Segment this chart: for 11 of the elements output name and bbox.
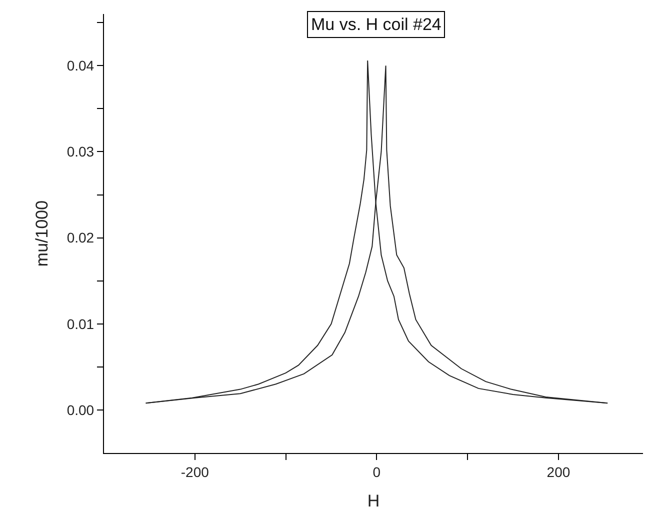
y-tick-label: 0.03 — [66, 144, 94, 160]
x-tick-label: 200 — [546, 464, 570, 480]
y-axis-title: mu/1000 — [32, 200, 52, 267]
x-tick-label: 0 — [372, 464, 381, 480]
y-tick-label: 0.02 — [66, 230, 94, 246]
y-tick-label: 0.01 — [66, 316, 94, 332]
x-tick-label: -200 — [180, 464, 210, 480]
y-tick-label: 0.00 — [66, 402, 94, 418]
y-tick-label: 0.04 — [66, 58, 94, 74]
chart-title: Mu vs. H coil #24 — [311, 15, 442, 34]
x-axis-title: H — [367, 491, 380, 510]
